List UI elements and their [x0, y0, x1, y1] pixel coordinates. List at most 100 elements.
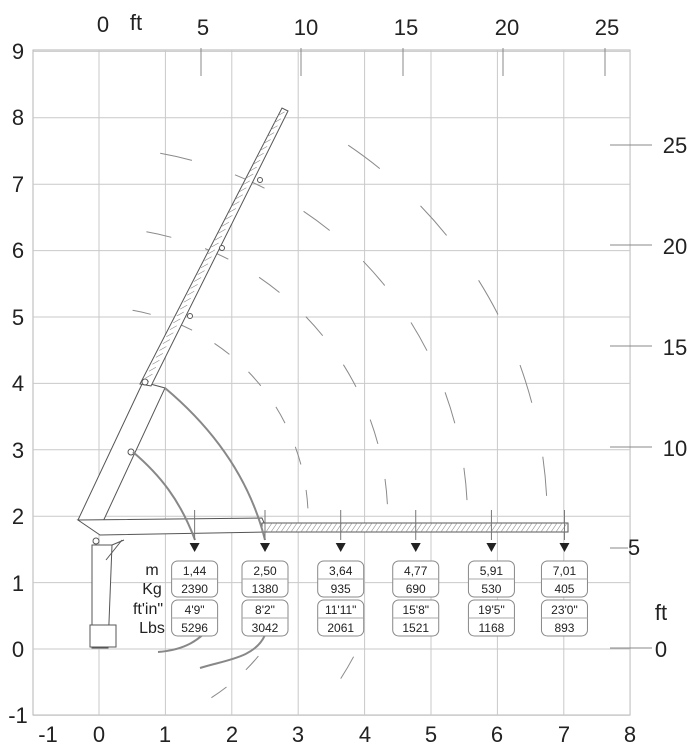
load-tables: 1,44 2390 4'9" 5296 2,50 1380 8'2" 3042 3,64 935 1… — [171, 560, 588, 637]
hydraulic-hose — [132, 451, 196, 541]
hatch-line — [256, 153, 264, 158]
hatch-line — [490, 522, 498, 533]
reach-arc-segment — [258, 276, 280, 293]
load-capacity-lbs: 5296 — [181, 621, 208, 635]
hatch-line — [345, 522, 353, 533]
x-tick-label: 7 — [558, 722, 570, 747]
hatch-line — [390, 522, 398, 533]
reach-arc-segment — [248, 371, 262, 387]
y-tick-label: 1 — [12, 571, 24, 596]
right-ft-tick-label: 5 — [628, 535, 640, 560]
hatch-line — [370, 522, 378, 533]
hydraulic-hose — [164, 387, 266, 541]
load-reach-m: 1,44 — [183, 564, 207, 578]
load-reach-m: 4,77 — [404, 564, 428, 578]
hatch-line — [235, 194, 243, 199]
hatch-line — [315, 522, 323, 533]
hatch-line — [495, 522, 503, 533]
section-joint — [187, 313, 193, 319]
reach-arc-segment — [146, 231, 172, 238]
row-label-m: m — [145, 562, 158, 579]
load-capacity-lbs: 1521 — [402, 621, 429, 635]
y-tick-label: 2 — [12, 504, 24, 529]
y-tick-label: 4 — [12, 371, 24, 396]
hatch-line — [420, 522, 428, 533]
hatch-line — [275, 522, 283, 533]
hatch-line — [520, 522, 528, 533]
hatch-line — [173, 318, 181, 324]
crane-base — [89, 624, 117, 648]
load-capacity-kg: 935 — [331, 582, 351, 596]
hatch-line — [225, 215, 233, 220]
top-axis-feet-labels: 0 ft 5 10 15 20 25 — [97, 10, 619, 76]
hatch-line — [545, 522, 553, 533]
load-reach-ftin: 23'0" — [551, 603, 578, 617]
hatch-line — [550, 522, 558, 533]
hatch-line — [475, 522, 483, 533]
hatch-line — [155, 353, 164, 358]
hatch-line — [148, 366, 157, 372]
boom-hatching — [141, 111, 285, 386]
hatch-line — [152, 360, 160, 365]
hatch-line — [425, 522, 433, 533]
y-tick-label: -1 — [8, 703, 28, 728]
hatch-line — [430, 522, 438, 533]
hatch-line — [400, 522, 408, 533]
pivot-joint — [141, 378, 149, 386]
horizontal-boom-base — [76, 517, 269, 536]
reach-arc-segment — [340, 656, 355, 679]
hatch-line — [183, 297, 191, 303]
load-marker-triangle — [486, 543, 497, 552]
hatch-line — [525, 522, 533, 533]
reach-arc-segment — [347, 144, 381, 169]
load-reach-m: 5,91 — [480, 564, 504, 578]
reach-arc-segment — [294, 446, 302, 465]
hatch-line — [260, 146, 268, 151]
hatch-line — [280, 522, 288, 533]
hatch-line — [277, 111, 285, 117]
hatch-line — [145, 373, 153, 379]
reach-arc-segment — [214, 342, 230, 355]
reach-arc-segment — [245, 655, 259, 671]
hatch-line — [440, 522, 448, 533]
reach-arc-segment — [384, 478, 388, 505]
hatch-line — [480, 522, 488, 533]
hatch-line — [207, 249, 216, 255]
hatch-line — [232, 201, 240, 206]
x-tick-label: 5 — [425, 722, 437, 747]
load-marker-triangle — [189, 543, 200, 552]
hydraulic-hose — [199, 634, 266, 669]
hatch-line — [365, 522, 373, 533]
hatch-line — [435, 522, 443, 533]
load-reach-ftin: 8'2" — [255, 603, 275, 617]
load-marker-triangle — [410, 543, 421, 552]
load-capacity-kg: 690 — [406, 582, 426, 596]
hatch-line — [200, 263, 209, 268]
inner-boom — [77, 381, 166, 529]
y-tick-label: 3 — [12, 438, 24, 463]
hatch-line — [320, 522, 328, 533]
hatch-line — [325, 522, 333, 533]
hatch-line — [450, 522, 458, 533]
right-axis-feet-labels: 25 20 15 10 5 ft 0 — [610, 133, 687, 662]
row-label-lbs: Lbs — [139, 620, 165, 637]
hatch-line — [515, 522, 523, 533]
hatch-line — [395, 522, 403, 533]
reach-arc-segment — [444, 392, 456, 424]
load-marker-triangle — [559, 543, 570, 552]
hatch-line — [300, 522, 308, 533]
hatch-line — [204, 256, 212, 262]
right-ft-tick-label: 10 — [663, 436, 687, 461]
reach-arc-segment — [542, 456, 548, 496]
x-tick-label: 4 — [359, 722, 371, 747]
hatch-line — [360, 522, 368, 533]
hatch-line — [500, 522, 508, 533]
horizontal-hatching — [265, 522, 568, 533]
hatch-line — [285, 522, 293, 533]
top-ft-tick-label: 0 — [97, 12, 109, 37]
crane-column — [91, 544, 113, 649]
hatch-line — [246, 173, 254, 179]
x-tick-label: -1 — [38, 722, 58, 747]
